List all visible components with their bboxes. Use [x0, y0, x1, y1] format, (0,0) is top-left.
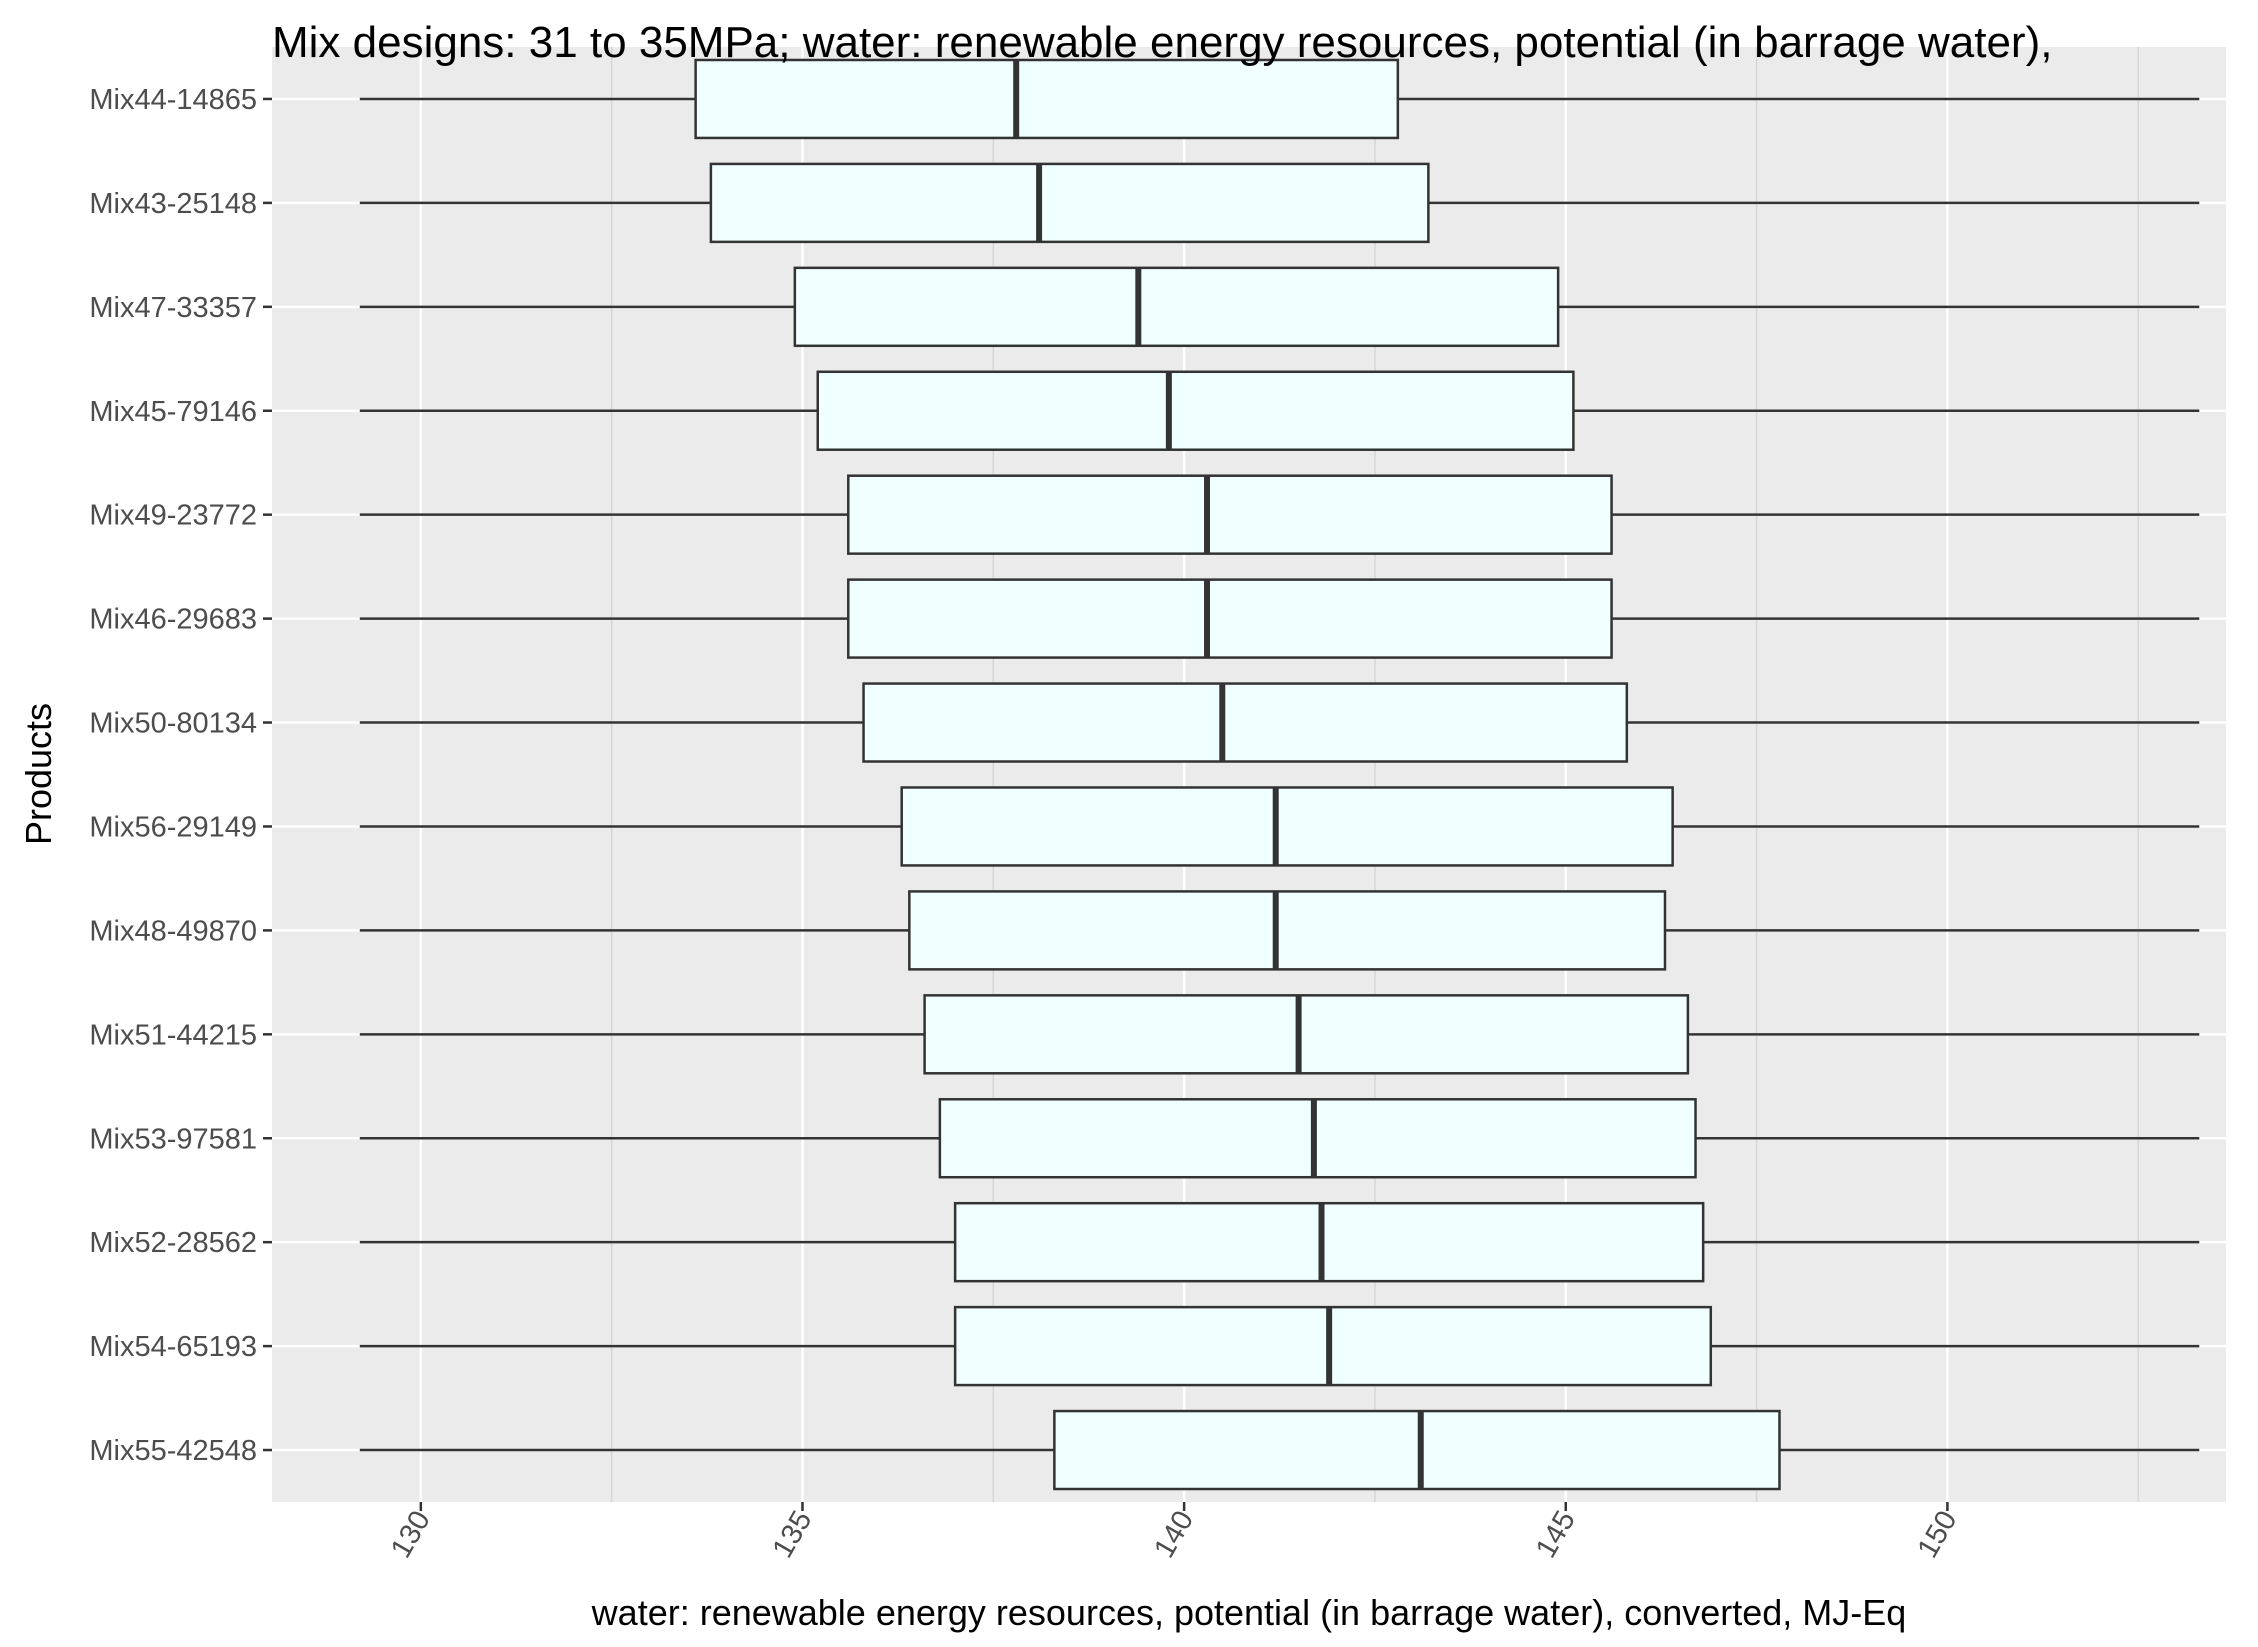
- box-iqr: [923, 994, 1690, 1075]
- y-tick-label: Mix45-79146: [89, 396, 257, 428]
- box-Mix46-29683: [359, 578, 2200, 659]
- y-tick-label: Mix49-23772: [89, 500, 257, 532]
- box-iqr: [953, 1305, 1713, 1387]
- box-Mix47-33357: [359, 266, 2200, 348]
- y-tick-label: Mix48-49870: [89, 915, 257, 947]
- box-iqr: [793, 266, 1560, 348]
- box-Mix49-23772: [359, 474, 2200, 555]
- box-iqr: [953, 1201, 1705, 1283]
- box-iqr: [816, 370, 1575, 451]
- box-iqr: [938, 1098, 1697, 1179]
- box-iqr: [847, 578, 1613, 659]
- x-axis: 130 135 140 145 150: [385, 1502, 1963, 1563]
- x-tick-label: 150: [1912, 1506, 1964, 1564]
- box-Mix55-42548: [359, 1409, 2200, 1491]
- box-Mix48-49870: [359, 890, 2200, 971]
- x-tick-label: 135: [767, 1506, 819, 1564]
- x-tick-label: 145: [1530, 1506, 1582, 1564]
- y-axis: Mix44-14865 Mix43-25148 Mix47-33357 Mix45-7…: [89, 84, 272, 1467]
- box-iqr: [1053, 1409, 1781, 1491]
- y-axis-title: Products: [18, 703, 59, 845]
- y-tick-label: Mix56-29149: [89, 811, 257, 843]
- box-Mix54-65193: [359, 1305, 2200, 1387]
- y-tick-label: Mix53-97581: [89, 1123, 257, 1155]
- y-tick-label: Mix54-65193: [89, 1331, 257, 1363]
- y-tick-label: Mix52-28562: [89, 1227, 257, 1259]
- y-tick-label: Mix44-14865: [89, 84, 257, 116]
- panel-background: [272, 47, 2226, 1502]
- y-tick-label: Mix46-29683: [89, 604, 257, 636]
- y-tick-label: Mix55-42548: [89, 1435, 257, 1467]
- box-Mix45-79146: [359, 370, 2200, 451]
- box-iqr: [862, 682, 1629, 763]
- x-axis-title: water: renewable energy resources, poten…: [591, 1592, 1907, 1633]
- x-tick-label: 130: [385, 1506, 437, 1564]
- box-iqr: [694, 58, 1400, 140]
- box-Mix56-29149: [359, 786, 2200, 867]
- box-Mix50-80134: [359, 682, 2200, 763]
- x-tick-label: 140: [1148, 1506, 1200, 1564]
- box-Mix51-44215: [359, 994, 2200, 1075]
- chart-title: Mix designs: 31 to 35MPa; water: renewab…: [272, 18, 2052, 67]
- box-iqr: [847, 474, 1613, 555]
- y-tick-label: Mix50-80134: [89, 708, 257, 740]
- box-Mix44-14865: [359, 58, 2200, 140]
- box-iqr: [900, 786, 1674, 867]
- y-tick-label: Mix43-25148: [89, 188, 257, 220]
- box-iqr: [709, 162, 1430, 244]
- box-Mix43-25148: [359, 162, 2200, 244]
- box-Mix52-28562: [359, 1201, 2200, 1283]
- box-iqr: [908, 890, 1667, 971]
- y-tick-label: Mix51-44215: [89, 1019, 257, 1051]
- y-tick-label: Mix47-33357: [89, 292, 257, 324]
- box-Mix53-97581: [359, 1098, 2200, 1179]
- boxes-layer: [359, 58, 2200, 1491]
